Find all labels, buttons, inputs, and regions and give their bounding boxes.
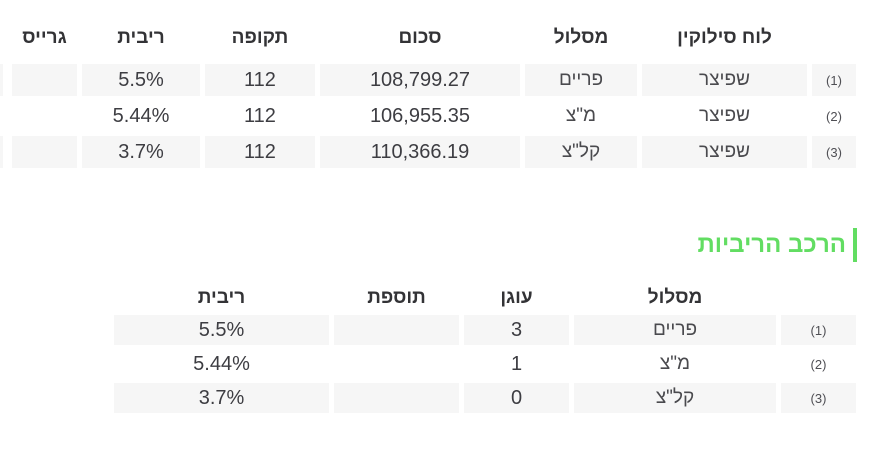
cell-interest: 5.44% xyxy=(112,104,170,127)
table-row: (1) שפיצר פריים 108,799.27 112 5.5% xyxy=(12,64,856,96)
cell-rownum: (2) xyxy=(810,356,827,372)
table-row: (1) פריים 3 5.5% xyxy=(114,315,856,345)
loan-schedule-header-row: לוח סילוקין מסלול סכום תקופה ריבית גרייס xyxy=(12,16,856,60)
cell-period: 112 xyxy=(205,136,315,168)
cell-amount: 110,366.19 xyxy=(320,136,520,168)
cell-grace xyxy=(12,136,77,168)
table-row: (2) שפיצר מ"צ 106,955.35 112 5.44% xyxy=(12,100,856,132)
cell-period: 112 xyxy=(205,64,315,96)
cutoff-column-sliver xyxy=(0,136,3,168)
table-row: (2) מ"צ 1 5.44% xyxy=(114,349,856,379)
cell-interest: 3.7% xyxy=(82,136,200,168)
column-header-anchor: עוגן xyxy=(500,287,533,308)
cell-rownum: (3) xyxy=(812,136,856,168)
section-title-interest-composition: הרכב הריביות xyxy=(697,228,857,262)
cell-period: 112 xyxy=(244,104,276,127)
cell-addition xyxy=(334,349,459,379)
section-title-text: הרכב הריביות xyxy=(697,231,846,258)
table-row: (3) שפיצר קל"צ 110,366.19 112 3.7% xyxy=(12,136,856,168)
cell-rownum: (1) xyxy=(812,64,856,96)
cell-anchor: 1 xyxy=(510,352,523,375)
cell-amortization: שפיצר xyxy=(642,64,807,96)
cell-amortization: שפיצר xyxy=(642,136,807,168)
cell-track: מ"צ xyxy=(565,105,597,126)
cell-grace xyxy=(12,100,77,132)
cell-track: קל"צ xyxy=(525,136,637,168)
interest-composition-table: מסלול עוגן תוספת ריבית (1) פריים 3 5.5% … xyxy=(109,281,861,417)
cutoff-column-sliver xyxy=(0,64,3,96)
cell-amortization: שפיצר xyxy=(699,105,750,126)
cell-interest: 3.7% xyxy=(114,383,329,413)
cell-amount: 108,799.27 xyxy=(320,64,520,96)
column-header-rownum xyxy=(781,285,856,311)
column-header-amortization: לוח סילוקין xyxy=(677,27,772,48)
cell-track: פריים xyxy=(525,64,637,96)
cell-amount: 106,955.35 xyxy=(369,104,471,127)
cell-addition xyxy=(334,383,459,413)
column-header-addition: תוספת xyxy=(367,287,426,308)
cell-track: פריים xyxy=(574,315,776,345)
column-header-track: מסלול xyxy=(647,287,703,308)
cell-rownum: (3) xyxy=(781,383,856,413)
column-header-track: מסלול xyxy=(553,27,609,48)
cell-anchor: 0 xyxy=(464,383,569,413)
cell-track: מ"צ xyxy=(659,353,691,374)
cell-track: קל"צ xyxy=(574,383,776,413)
table-row: (3) קל"צ 0 3.7% xyxy=(114,383,856,413)
column-header-interest: ריבית xyxy=(197,287,246,308)
column-header-period: תקופה xyxy=(231,27,289,48)
column-header-grace: גרייס xyxy=(22,27,67,48)
title-accent-bar xyxy=(853,228,857,262)
cell-interest: 5.44% xyxy=(193,352,250,375)
cell-grace xyxy=(12,64,77,96)
cell-addition xyxy=(334,315,459,345)
cell-anchor: 3 xyxy=(464,315,569,345)
interest-composition-header-row: מסלול עוגן תוספת ריבית xyxy=(114,285,856,311)
cell-interest: 5.5% xyxy=(114,315,329,345)
column-header-rownum xyxy=(812,16,856,60)
cell-rownum: (2) xyxy=(826,108,842,124)
column-header-interest: ריבית xyxy=(117,27,165,48)
cell-rownum: (1) xyxy=(781,315,856,345)
cell-interest: 5.5% xyxy=(82,64,200,96)
loan-schedule-table: לוח סילוקין מסלול סכום תקופה ריבית גרייס… xyxy=(7,12,861,172)
column-header-amount: סכום xyxy=(398,27,442,48)
